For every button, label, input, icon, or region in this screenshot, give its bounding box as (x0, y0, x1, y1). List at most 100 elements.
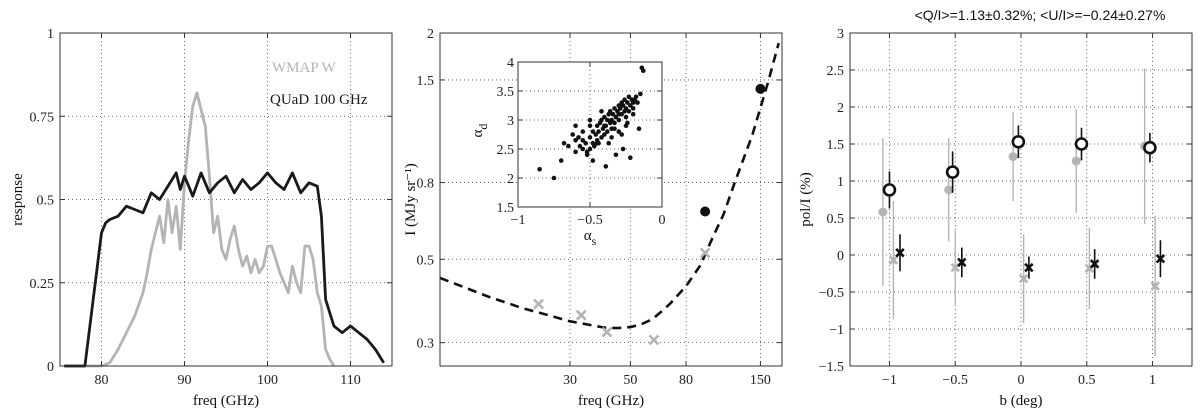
inset-point-49 (620, 103, 626, 108)
p2-xtick-label-1: 50 (623, 373, 637, 388)
p2-xtick-label-3: 150 (750, 373, 771, 388)
inset-point-45 (616, 129, 622, 134)
p3-ytick-label-6: 1.5 (827, 138, 845, 153)
p3-ytick-label-4: 0.5 (827, 212, 845, 227)
panel-1-response-chart: 80 90 100 110 0 0.25 0.5 0.75 1 WMAP W QUaD 100 … (10, 27, 393, 409)
p3-xtick-label-1: −0.5 (943, 373, 968, 388)
inset-x-label-main: α (584, 228, 592, 244)
inset-point-44 (616, 117, 622, 123)
p3-ytick-label-1: −1 (829, 323, 844, 338)
data-cross-1 (575, 309, 587, 321)
p3-ytick-label-2: −0.5 (819, 286, 844, 301)
inset-point-87 (596, 140, 601, 146)
inset-point-76 (630, 106, 636, 111)
inset-point-14 (587, 135, 593, 140)
inset-point-21 (594, 123, 600, 129)
inset-x-axis-label: αs (584, 228, 597, 248)
p3-ytick-label-3: 0 (837, 249, 844, 264)
inset-point-81 (625, 120, 630, 126)
p3-xtick-label-3: 0.5 (1078, 373, 1096, 388)
p3-ytick-label-7: 2 (837, 101, 844, 116)
panel-1-axes-frame (59, 32, 393, 367)
p1-ytick-label-3: 0.75 (30, 110, 55, 125)
inset-point-18 (590, 129, 596, 134)
p1-ytick-label-1: 0.25 (30, 277, 55, 292)
inset-point-57 (628, 103, 633, 108)
inset-point-85 (620, 146, 626, 152)
q-black-circle-4 (1143, 140, 1157, 155)
inset-points (537, 65, 646, 181)
data-cross-2 (601, 326, 613, 338)
inset-ytick-label-0: 1.5 (497, 201, 515, 216)
q-gray-dot-0 (878, 207, 888, 217)
inset-point-74 (616, 111, 622, 117)
data-dot-0 (700, 206, 711, 217)
panel-1-grid (60, 33, 392, 366)
inset-point-29 (602, 114, 607, 120)
inset-point-88 (603, 164, 609, 169)
inset-point-16 (587, 123, 593, 129)
inset-point-12 (583, 140, 588, 146)
p3-ytick-label-8: 2.5 (827, 64, 845, 79)
q-gray-dot-1 (944, 185, 954, 195)
p2-ytick-label-2: 0.8 (417, 177, 435, 192)
inset-point-11 (580, 129, 586, 134)
inset-point-2 (558, 158, 564, 163)
inset-point-80 (619, 132, 624, 137)
inset-point-77 (599, 109, 604, 114)
inset-point-3 (561, 140, 567, 146)
inset-point-6 (573, 149, 578, 155)
inset-y-label-sub: d (476, 124, 490, 130)
inset-point-84 (613, 152, 619, 158)
u-black-cross-3 (1089, 259, 1100, 269)
inset-ytick-label-1: 2 (507, 172, 514, 187)
panel-3-data-marks (878, 68, 1166, 357)
inset-point-73 (609, 135, 614, 140)
panel-1-x-axis-label: freq (GHz) (193, 393, 259, 409)
inset-point-78 (606, 140, 611, 146)
p2-ytick-label-4: 2 (427, 27, 434, 42)
inset-point-7 (573, 138, 578, 143)
inset-point-55 (626, 94, 632, 100)
inset-point-19 (592, 143, 597, 149)
inset-ticks: −1 −0.5 0 1.5 2 2.5 3 3.5 4 (497, 56, 666, 228)
inset-point-60 (630, 111, 636, 117)
p2-ytick-label-3: 1.5 (417, 74, 435, 89)
data-cross-0 (533, 298, 544, 310)
legend-entry-wmap: WMAP W (272, 60, 337, 76)
panel-2-y-axis-label: I (MJy sr⁻¹) (403, 163, 419, 235)
inset-point-72 (602, 123, 607, 129)
data-dot-1 (755, 83, 766, 94)
p1-xtick-label-3: 110 (340, 373, 360, 388)
p1-ytick-label-4: 1 (47, 27, 54, 42)
inset-point-20 (593, 132, 599, 137)
inset-point-40 (612, 120, 617, 126)
inset-ytick-label-4: 3.5 (497, 85, 515, 100)
data-cross-4 (699, 247, 711, 259)
p2-ytick-label-0: 0.3 (417, 337, 435, 352)
inset-point-41 (613, 114, 619, 120)
inset-point-15 (587, 146, 593, 152)
panel-3-y-axis-label: pol/I (%) (798, 172, 814, 227)
inset-ytick-label-3: 3 (507, 114, 514, 129)
p1-xtick-label-1: 90 (178, 373, 192, 388)
inset-point-46 (617, 106, 623, 111)
inset-point-39 (612, 106, 617, 111)
p3-xtick-label-4: 1 (1149, 373, 1156, 388)
p2-xtick-label-2: 80 (679, 373, 693, 388)
q-gray-dot-2 (1008, 152, 1018, 162)
model-curve-dashed (439, 42, 780, 330)
panel-1-ticks: 80 90 100 110 0 0.25 0.5 0.75 1 (30, 27, 392, 388)
legend-entry-quad: QUaD 100 GHz (270, 92, 368, 108)
inset-point-5 (570, 132, 575, 137)
u-gray-cross-4 (1150, 281, 1160, 291)
inset-point-68 (573, 123, 578, 129)
q-black-circle-2 (1011, 134, 1026, 149)
q-black-circle-3 (1074, 137, 1089, 151)
inset-point-53 (623, 114, 629, 120)
inset-point-82 (590, 158, 596, 163)
p2-xtick-label-0: 30 (563, 373, 577, 388)
p1-xtick-label-2: 100 (257, 373, 278, 388)
